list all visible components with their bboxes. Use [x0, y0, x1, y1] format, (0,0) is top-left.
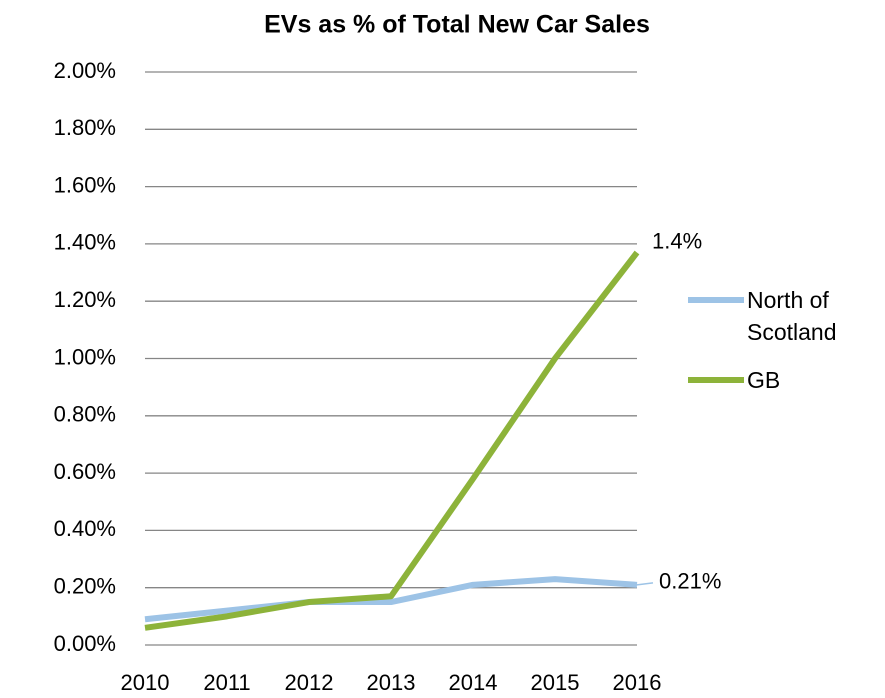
series-line: [144, 250, 640, 631]
x-tick-label: 2013: [367, 670, 416, 695]
x-tick-label: 2012: [285, 670, 334, 695]
y-tick-label: 0.40%: [54, 516, 116, 541]
y-tick-label: 1.20%: [54, 287, 116, 312]
data-label: 0.21%: [659, 569, 721, 594]
x-tick-label: 2010: [121, 670, 170, 695]
series-line: [144, 576, 638, 623]
y-tick-label: 1.60%: [54, 172, 116, 197]
legend-label: North of Scotland: [747, 287, 837, 345]
y-tick-label: 0.20%: [54, 574, 116, 599]
x-tick-label: 2015: [531, 670, 580, 695]
y-tick-label: 0.00%: [54, 631, 116, 656]
y-tick-label: 0.60%: [54, 459, 116, 484]
x-tick-label: 2014: [449, 670, 498, 695]
y-tick-label: 1.80%: [54, 115, 116, 140]
data-label: 1.4%: [652, 228, 702, 253]
y-tick-label: 1.00%: [54, 344, 116, 369]
legend-label: GB: [747, 367, 781, 393]
y-tick-label: 2.00%: [54, 58, 116, 83]
chart-title: EVs as % of Total New Car Sales: [264, 11, 650, 39]
y-tick-label: 0.80%: [54, 402, 116, 427]
y-tick-label: 1.40%: [54, 230, 116, 255]
x-tick-label: 2016: [613, 670, 662, 695]
x-tick-label: 2011: [203, 670, 250, 695]
leader-line: [636, 582, 654, 586]
